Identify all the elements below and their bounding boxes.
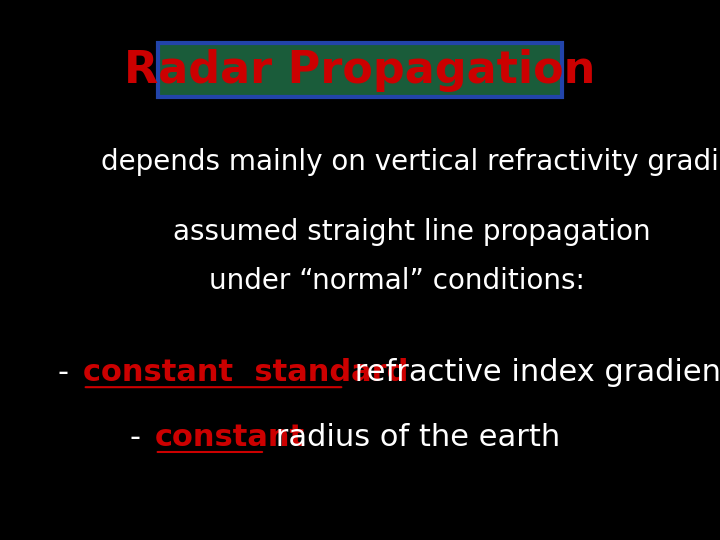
Text: Radar Propagation: Radar Propagation — [125, 49, 595, 92]
Text: constant  standard: constant standard — [83, 358, 408, 387]
Text: refractive index gradient: refractive index gradient — [345, 358, 720, 387]
Text: assumed straight line propagation: assumed straight line propagation — [173, 218, 650, 246]
Text: depends mainly on vertical refractivity gradient: depends mainly on vertical refractivity … — [101, 148, 720, 176]
Text: radius of the earth: radius of the earth — [266, 423, 560, 452]
Text: constant: constant — [155, 423, 305, 452]
Text: -: - — [58, 358, 78, 387]
FancyBboxPatch shape — [158, 43, 562, 97]
Text: -: - — [130, 423, 150, 452]
Text: under “normal” conditions:: under “normal” conditions: — [209, 267, 585, 295]
